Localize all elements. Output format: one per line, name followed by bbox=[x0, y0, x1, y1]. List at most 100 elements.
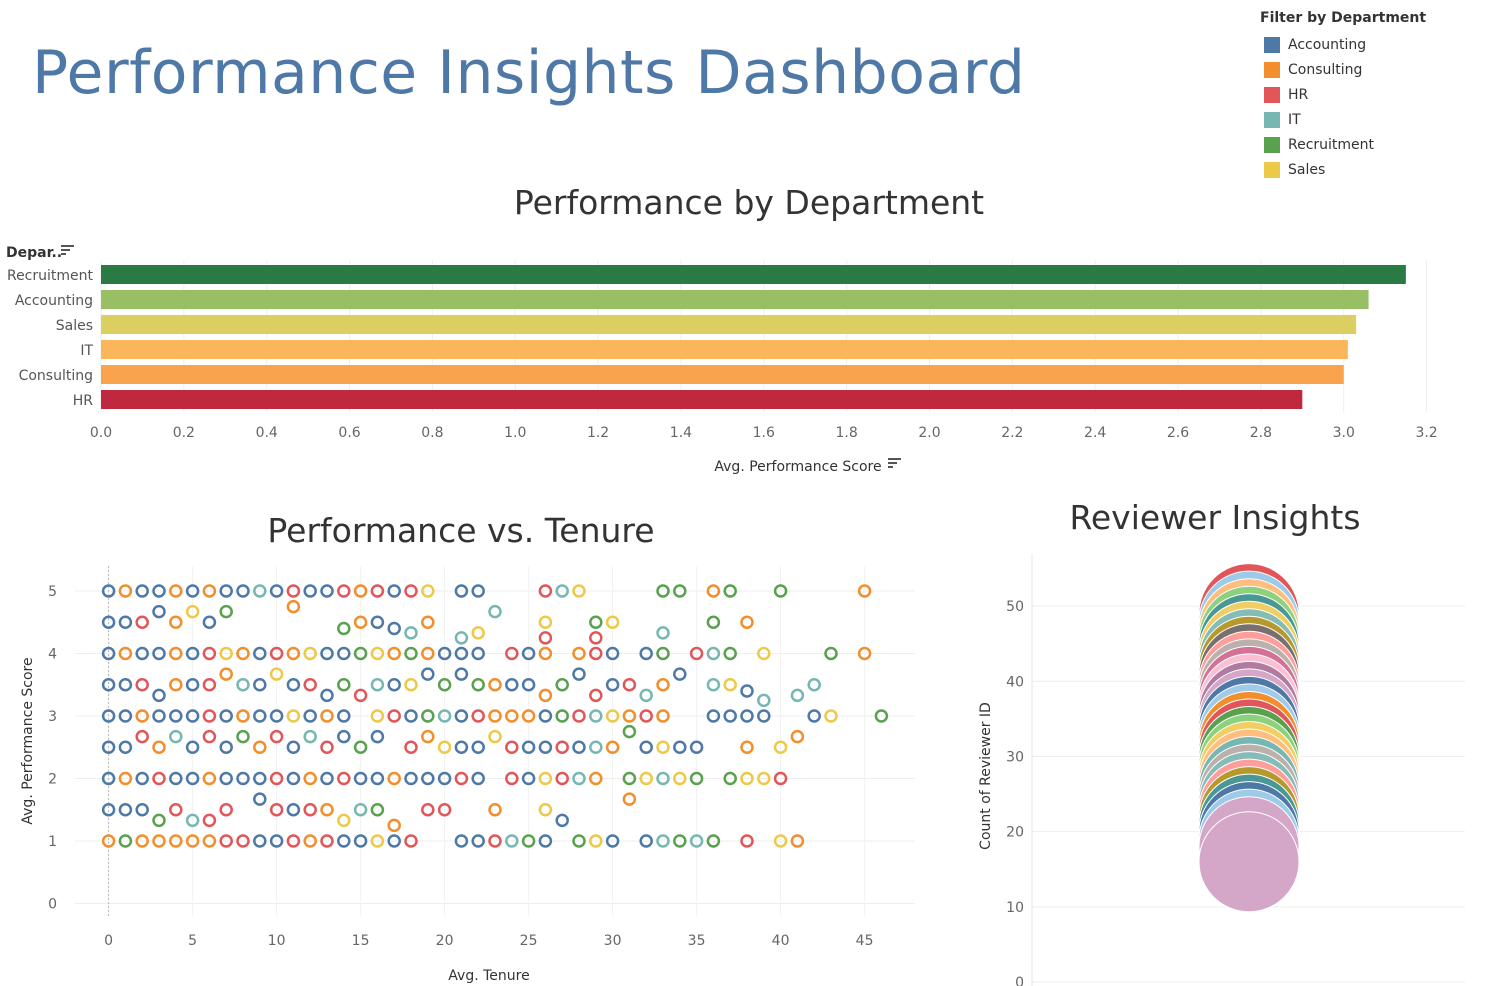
scatter-point bbox=[286, 678, 301, 692]
scatter-point bbox=[353, 615, 368, 629]
scatter-point bbox=[656, 740, 670, 754]
scatter-point bbox=[118, 709, 133, 723]
scatter-point bbox=[169, 584, 183, 598]
scatter-point bbox=[488, 834, 502, 848]
scatter-point bbox=[152, 834, 166, 848]
scatter-point bbox=[135, 771, 149, 786]
scatter-point bbox=[488, 604, 502, 619]
scatter-point bbox=[202, 584, 217, 598]
scatter-point bbox=[505, 771, 519, 786]
scatter-point bbox=[572, 646, 586, 661]
scatter-x-tick-label: 5 bbox=[188, 933, 197, 949]
bar-accounting bbox=[101, 290, 1369, 309]
scatter-point bbox=[706, 834, 721, 848]
reviewer-y-tick-label: 20 bbox=[1006, 825, 1024, 841]
scatter-point bbox=[404, 678, 418, 692]
legend-item-hr[interactable]: HR bbox=[1258, 82, 1488, 107]
scatter-point bbox=[521, 709, 536, 723]
scatter-point bbox=[118, 771, 133, 786]
scatter-point bbox=[454, 709, 469, 723]
scatter-point bbox=[538, 646, 553, 661]
scatter-point bbox=[706, 615, 721, 629]
scatter-point bbox=[572, 771, 586, 786]
scatter-point bbox=[656, 771, 670, 786]
scatter-chart-title: Performance vs. Tenure bbox=[267, 511, 655, 550]
scatter-point bbox=[757, 771, 771, 786]
scatter-point bbox=[202, 678, 217, 692]
scatter-point bbox=[421, 803, 435, 817]
scatter-point bbox=[757, 709, 771, 723]
scatter-point bbox=[370, 584, 385, 598]
scatter-point bbox=[723, 771, 737, 786]
scatter-point bbox=[555, 584, 569, 598]
scatter-point bbox=[454, 646, 469, 661]
scatter-x-tick-label: 20 bbox=[436, 933, 454, 949]
legend-swatch bbox=[1264, 111, 1280, 128]
reviewer-y-tick-label: 40 bbox=[1006, 674, 1024, 690]
legend-label: IT bbox=[1288, 111, 1301, 128]
scatter-point bbox=[303, 771, 317, 786]
scatter-point bbox=[101, 834, 116, 848]
scatter-point bbox=[723, 709, 737, 723]
scatter-point bbox=[118, 615, 133, 629]
scatter-point bbox=[437, 771, 452, 786]
reviewer-y-tick-label: 10 bbox=[1006, 900, 1024, 916]
scatter-point bbox=[236, 646, 250, 661]
scatter-point bbox=[689, 646, 704, 661]
scatter-point bbox=[118, 584, 133, 598]
scatter-point bbox=[589, 771, 603, 786]
scatter-point bbox=[185, 834, 200, 848]
legend-item-sales[interactable]: Sales bbox=[1258, 157, 1488, 182]
legend-swatch bbox=[1264, 36, 1280, 53]
scatter-point bbox=[337, 729, 351, 744]
legend-item-consulting[interactable]: Consulting bbox=[1258, 57, 1488, 82]
scatter-point bbox=[723, 678, 737, 692]
scatter-point bbox=[673, 771, 687, 786]
reviewer-y-tick-label: 50 bbox=[1006, 599, 1024, 615]
scatter-point bbox=[101, 615, 116, 629]
scatter-point bbox=[488, 709, 502, 723]
scatter-point bbox=[605, 646, 620, 661]
scatter-point bbox=[101, 646, 116, 661]
bar-category-label: Sales bbox=[56, 318, 93, 334]
legend-item-recruitment[interactable]: Recruitment bbox=[1258, 132, 1488, 157]
bar-x-tick-label: 1.6 bbox=[753, 425, 775, 441]
scatter-point bbox=[505, 646, 519, 661]
bar-x-axis-title: Avg. Performance Score bbox=[714, 459, 881, 475]
scatter-point bbox=[437, 646, 452, 661]
scatter-point bbox=[370, 834, 385, 848]
scatter-point bbox=[437, 803, 452, 817]
scatter-point bbox=[421, 615, 435, 629]
scatter-point bbox=[673, 740, 687, 754]
scatter-point bbox=[773, 584, 788, 598]
scatter-point bbox=[202, 771, 217, 786]
scatter-point bbox=[219, 740, 233, 754]
scatter-point bbox=[605, 834, 620, 848]
scatter-point bbox=[135, 803, 149, 817]
scatter-point bbox=[639, 834, 653, 848]
bar-x-tick-label: 1.8 bbox=[836, 425, 858, 441]
scatter-x-tick-label: 25 bbox=[520, 933, 538, 949]
scatter-point bbox=[656, 584, 670, 598]
scatter-point bbox=[303, 834, 317, 848]
scatter-point bbox=[673, 667, 687, 681]
bar-x-tick-label: 0.0 bbox=[90, 425, 112, 441]
scatter-point bbox=[421, 584, 435, 598]
bar-x-tick-label: 0.6 bbox=[338, 425, 360, 441]
scatter-point bbox=[269, 667, 284, 681]
scatter-x-tick-label: 0 bbox=[104, 933, 113, 949]
scatter-point bbox=[824, 646, 838, 661]
scatter-point bbox=[370, 803, 385, 817]
scatter-point bbox=[185, 604, 200, 619]
legend-item-it[interactable]: IT bbox=[1258, 107, 1488, 132]
scatter-y-axis-title: Avg. Performance Score bbox=[20, 657, 36, 824]
scatter-point bbox=[773, 740, 788, 754]
scatter-point bbox=[236, 678, 250, 692]
scatter-point bbox=[740, 684, 754, 698]
scatter-point bbox=[773, 771, 788, 786]
bar-x-tick-label: 1.0 bbox=[504, 425, 526, 441]
legend-item-accounting[interactable]: Accounting bbox=[1258, 32, 1488, 57]
scatter-point bbox=[185, 584, 200, 598]
legend-label: Consulting bbox=[1288, 61, 1363, 78]
